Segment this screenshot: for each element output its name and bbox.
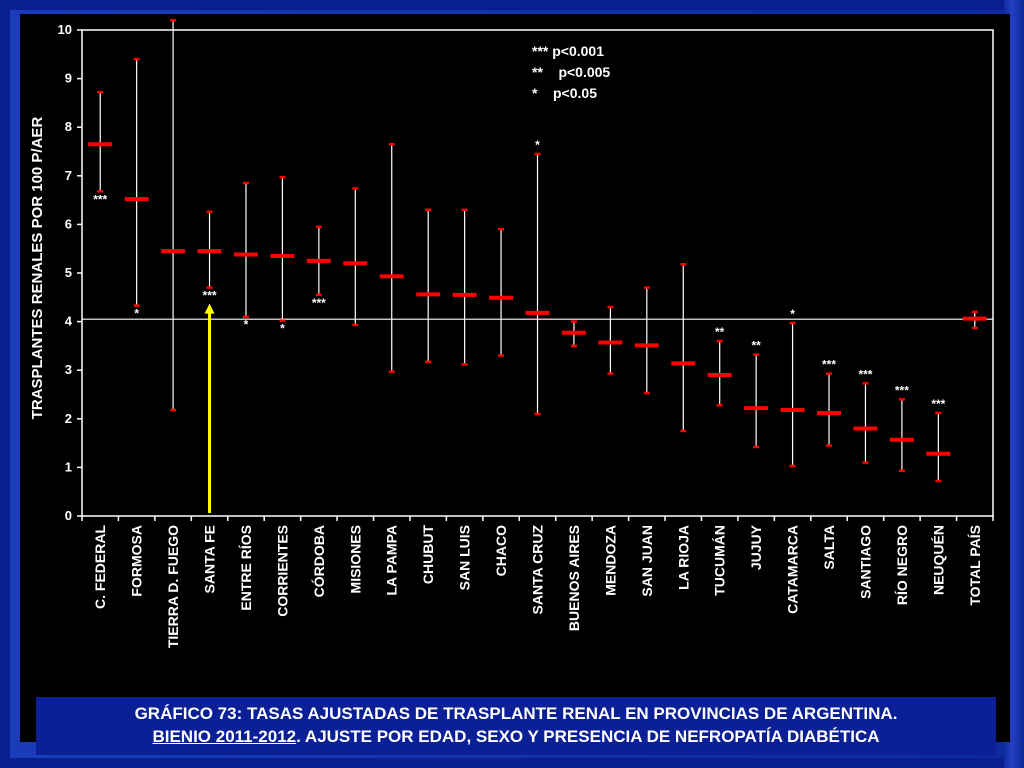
category-label: SANTA FE [202,525,218,593]
category-label: BUENOS AIRES [566,525,582,631]
significance-marker: *** [895,383,909,397]
category-label: TOTAL PAÍS [967,525,983,606]
significance-marker: * [280,322,285,336]
significance-marker: * [134,307,139,321]
category-labels: C. FEDERAL FORMOSA TIERRA D. FUEGO SANTA FE… [92,524,983,648]
category-label: FORMOSA [129,525,145,597]
category-label: RÍO NEGRO [894,525,910,605]
y-tick-label: 10 [58,22,72,37]
y-tick-label: 1 [65,459,72,474]
category-label: CHACO [493,525,509,576]
highlight-arrow [204,303,215,513]
category-label: C. FEDERAL [92,525,108,609]
category-label: MENDOZA [602,525,618,596]
category-label: SANTIAGO [857,525,873,599]
significance-marker: * [790,307,795,321]
category-label: TIERRA D. FUEGO [165,525,181,648]
category-label: MISIONES [347,525,363,593]
category-label: NEUQUÉN [930,525,946,595]
caption-adjustment: . AJUSTE POR EDAD, SEXO Y PRESENCIA DE N… [296,727,880,746]
category-label: CHUBUT [420,525,436,585]
y-tick-label: 2 [65,411,72,426]
legend-entry: ** p<0.005 [532,64,610,80]
y-tick-label: 3 [65,362,72,377]
category-label: CÓRDOBA [310,525,327,597]
significance-marker: *** [858,367,872,381]
y-axis-title: TRASPLANTES RENALES POR 100 P/AER [29,117,46,420]
category-label: LA PAMPA [384,525,400,596]
caption-line-2: BIENIO 2011-2012. AJUSTE POR EDAD, SEXO … [36,725,996,748]
significance-marker: ** [751,339,761,353]
caption-period: BIENIO 2011-2012 [152,727,297,746]
significance-marker: *** [93,192,107,206]
significance-marker: *** [931,397,945,411]
category-label: CATAMARCA [785,525,801,614]
legend-entry: *** p<0.001 [532,43,604,59]
significance-marker: ** [715,325,725,339]
caption-line-1: GRÁFICO 73: TASAS AJUSTADAS DE TRASPLANT… [134,704,898,723]
significance-legend: *** p<0.001 ** p<0.005 * p<0.05 [532,43,610,101]
category-label: JUJUY [748,524,764,570]
significance-marker: *** [822,358,836,372]
legend-entry: * p<0.05 [532,85,597,101]
significance-marker: * [244,318,249,332]
category-label: SAN JUAN [639,525,655,597]
category-label: CORRIENTES [274,525,290,617]
y-tick-label: 0 [65,508,72,523]
category-label: TUCUMÁN [712,525,728,596]
y-tick-label: 8 [65,119,72,134]
series-group: ******** ********************** [88,19,987,483]
y-tick-label: 9 [65,71,72,86]
y-tick-label: 5 [65,265,72,280]
category-label: ENTRE RÍOS [238,525,254,611]
significance-marker: *** [312,296,326,310]
significance-marker: *** [203,289,217,303]
significance-marker: * [535,138,540,152]
category-label: LA RIOJA [675,525,691,590]
error-bar-chart: 0 1 2 3 4 5 6 7 8 9 10 TRASPLANTES RENALES POR 100 … [29,19,994,648]
chart-panel: 0 1 2 3 4 5 6 7 8 9 10 TRASPLANTES RENALES POR 100 … [20,14,1010,742]
y-tick-label: 7 [65,168,72,183]
category-label: SAN LUIS [457,525,473,590]
chart-axes: 0 1 2 3 4 5 6 7 8 9 10 TRASPLANTES RENALES POR 100 … [29,22,994,523]
arrow-head [204,303,215,314]
figure-caption: GRÁFICO 73: TASAS AJUSTADAS DE TRASPLANT… [36,697,996,755]
category-label: SANTA CRUZ [530,525,546,615]
y-tick-label: 4 [65,314,73,329]
y-tick-label: 6 [65,216,72,231]
category-label: SALTA [821,525,837,570]
